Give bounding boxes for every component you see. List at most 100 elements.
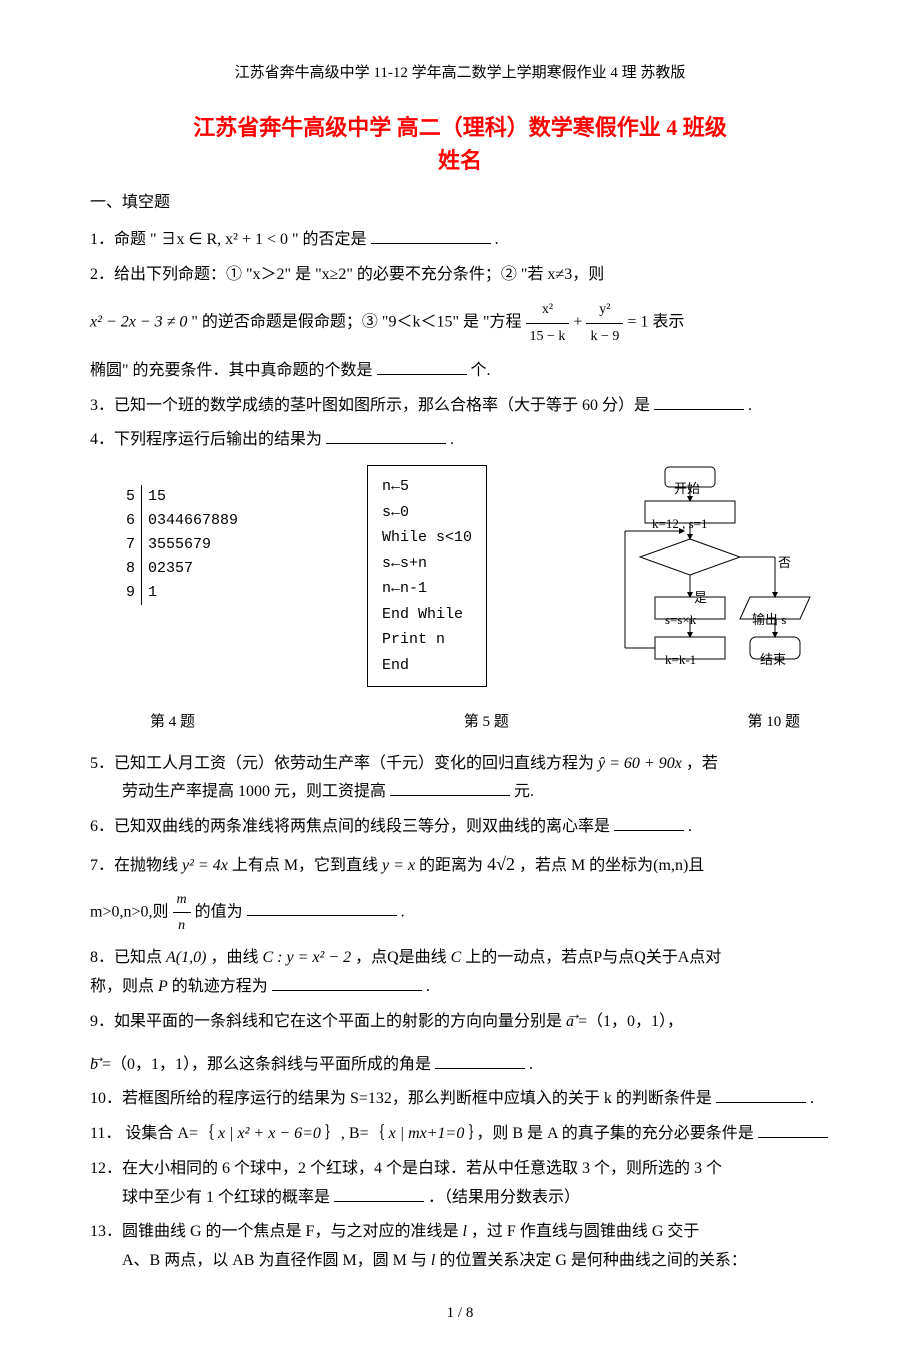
pseudocode-box: n←5 s←0 While s<10 s←s+n n←n-1 End While…	[367, 465, 487, 687]
leaf-cell: 0344667889	[142, 509, 245, 533]
q11-math1: x | x² + x − 6=0	[218, 1125, 321, 1142]
page-number: 1 / 8	[90, 1300, 830, 1327]
q2-frac1-num: x²	[526, 297, 570, 323]
vector-arrow-icon: →	[90, 1044, 106, 1073]
code-line: Print n	[382, 627, 472, 653]
q8-b: ，曲线	[210, 949, 262, 966]
q8-c: ，点Q是曲线	[355, 949, 451, 966]
q7-a: 7．在抛物线	[90, 857, 182, 874]
q2-line3: 椭圆" 的充要条件．其中真命题的个数是	[90, 362, 373, 379]
q8-a: 8．已知点	[90, 949, 166, 966]
flowchart: 开始 k=12 , s=1 是 否 s=s×k k=k-1 输出 s 结束	[610, 465, 830, 702]
q8-math4: P	[158, 978, 168, 995]
leaf-cell: 02357	[142, 557, 245, 581]
q13-l: l	[462, 1223, 466, 1240]
q2-frac2-den: k − 9	[586, 324, 623, 349]
leaf-cell: 15	[142, 485, 245, 509]
q5-c: 劳动生产率提高 1000 元，则工资提高	[90, 783, 390, 800]
figure-captions: 第 4 题 第 5 题 第 10 题	[90, 709, 830, 736]
question-2: 2．给出下列命题：① "x＞2" 是 "x≥2" 的必要不充分条件；② "若 x…	[90, 261, 830, 386]
page-root: 江苏省奔牛高级中学 11-12 学年高二数学上学期寒假作业 4 理 苏教版 江苏…	[0, 0, 920, 1367]
document-title: 江苏省奔牛高级中学 高二（理科）数学寒假作业 4 班级 姓名	[90, 111, 830, 177]
fc-end: 结束	[760, 648, 786, 671]
q7-math3: 4√2	[487, 854, 515, 874]
fc-no: 否	[778, 551, 791, 574]
q7-e: m>0,n>0,则	[90, 903, 173, 920]
q2-expr: x² − 2x − 3 ≠ 0	[90, 314, 187, 331]
q5-b: ，若	[686, 755, 718, 772]
question-5: 5．已知工人月工资（元）依劳动生产率（千元）变化的回归直线方程为 ŷ = 60 …	[90, 750, 830, 808]
q7-math1: y² = 4x	[182, 857, 228, 874]
caption-2: 第 5 题	[464, 709, 509, 736]
question-7: 7．在抛物线 y² = 4x 上有点 M，它到直线 y = x 的距离为 4√2…	[90, 848, 830, 938]
q12-a: 12．在大小相同的 6 个球中，2 个红球，4 个是白球．若从中任意选取 3 个…	[90, 1155, 830, 1184]
code-line: n←n-1	[382, 576, 472, 602]
q7-f: 的值为	[195, 903, 243, 920]
question-6: 6．已知双曲线的两条准线将两焦点间的线段三等分，则双曲线的离心率是 .	[90, 813, 830, 842]
question-12: 12．在大小相同的 6 个球中，2 个红球，4 个是白球．若从中任意选取 3 个…	[90, 1155, 830, 1213]
section-1-title: 一、填空题	[90, 189, 830, 218]
q7-c: 的距离为	[419, 857, 483, 874]
flowchart-svg	[610, 465, 830, 695]
stem-cell: 6	[120, 509, 142, 533]
q2-line2b: " 的逆否命题是假命题；③ "9＜k＜15" 是 "方程	[191, 314, 521, 331]
q12-b: 球中至少有 1 个红球的概率是	[90, 1189, 330, 1206]
question-9: 9．如果平面的一条斜线和它在这个平面上的射影的方向向量分别是 → a =（1，0…	[90, 1008, 830, 1080]
code-line: End	[382, 653, 472, 679]
stem-cell: 7	[120, 533, 142, 557]
q2-plus: +	[573, 314, 586, 331]
question-8: 8．已知点 A(1,0) ，曲线 C : y = x² − 2 ，点Q是曲线 C…	[90, 944, 830, 1002]
q8-math1: A(1,0)	[166, 949, 206, 966]
fc-yes: 是	[694, 586, 707, 609]
q4-period: .	[450, 431, 454, 448]
code-line: n←5	[382, 474, 472, 500]
title-line-2: 姓名	[438, 148, 482, 173]
leaf-cell: 3555679	[142, 533, 245, 557]
table-row: 91	[120, 581, 244, 605]
q6-text: 6．已知双曲线的两条准线将两焦点间的线段三等分，则双曲线的离心率是	[90, 818, 610, 835]
table-row: 802357	[120, 557, 244, 581]
q6-period: .	[688, 818, 692, 835]
fc-start: 开始	[674, 477, 700, 500]
q2-frac2: y² k − 9	[586, 297, 623, 348]
leaf-cell: 1	[142, 581, 245, 605]
q11-blank	[758, 1121, 828, 1138]
q9-vec-b-val: =（0，1，1），那么这条斜线与平面所成的角是	[102, 1056, 435, 1073]
q11-c: ｝，则 B 是 A 的真子集的充分必要条件是	[468, 1125, 753, 1142]
q7-frac-num: m	[173, 887, 191, 913]
title-line-1: 江苏省奔牛高级中学 高二（理科）数学寒假作业 4 班级	[193, 115, 727, 140]
code-line: s←s+n	[382, 551, 472, 577]
fc-body1: s=s×k	[665, 608, 696, 631]
page-header: 江苏省奔牛高级中学 11-12 学年高二数学上学期寒假作业 4 理 苏教版	[90, 60, 830, 87]
question-10: 10．若框图所给的程序运行的结果为 S=132，那么判断框中应填入的关于 k 的…	[90, 1085, 830, 1114]
q7-blank	[247, 899, 397, 916]
q2-frac2-num: y²	[586, 297, 623, 323]
question-1: 1．命题 " ∃x ∈ R, x² + 1 < 0 " 的否定是 .	[90, 226, 830, 255]
stem-cell: 8	[120, 557, 142, 581]
q11-math2: x | mx+1=0	[389, 1125, 465, 1142]
q6-blank	[614, 814, 684, 831]
q7-frac: m n	[173, 887, 191, 938]
q3-blank	[654, 393, 744, 410]
q9-vec-a-val: =（1，0，1），	[578, 1013, 683, 1030]
fc-body2: k=k-1	[665, 648, 696, 671]
q12-blank	[334, 1185, 424, 1202]
code-line: s←0	[382, 500, 472, 526]
q1-prefix: 1．命题 "	[90, 231, 157, 248]
q1-blank	[371, 227, 491, 244]
question-4: 4．下列程序运行后输出的结果为 .	[90, 426, 830, 455]
q5-math: ŷ = 60 + 90x	[598, 755, 682, 772]
q8-e: 称，则点	[90, 978, 158, 995]
q13-b: ，过 F 作直线与圆锥曲线 G 交于	[471, 1223, 699, 1240]
stem-leaf-plot: 515 60344667889 73555679 802357 91	[120, 485, 244, 605]
q8-blank	[272, 974, 422, 991]
q7-period: .	[401, 903, 405, 920]
q1-period: .	[495, 231, 499, 248]
q5-a: 5．已知工人月工资（元）依劳动生产率（千元）变化的回归直线方程为	[90, 755, 594, 772]
q1-suffix: " 的否定是	[292, 231, 367, 248]
stem-cell: 5	[120, 485, 142, 509]
q3-text: 3．已知一个班的数学成绩的茎叶图如图所示，那么合格率（大于等于 60 分）是	[90, 397, 650, 414]
caption-1: 第 4 题	[150, 709, 195, 736]
q4-text: 4．下列程序运行后输出的结果为	[90, 431, 322, 448]
table-row: 60344667889	[120, 509, 244, 533]
